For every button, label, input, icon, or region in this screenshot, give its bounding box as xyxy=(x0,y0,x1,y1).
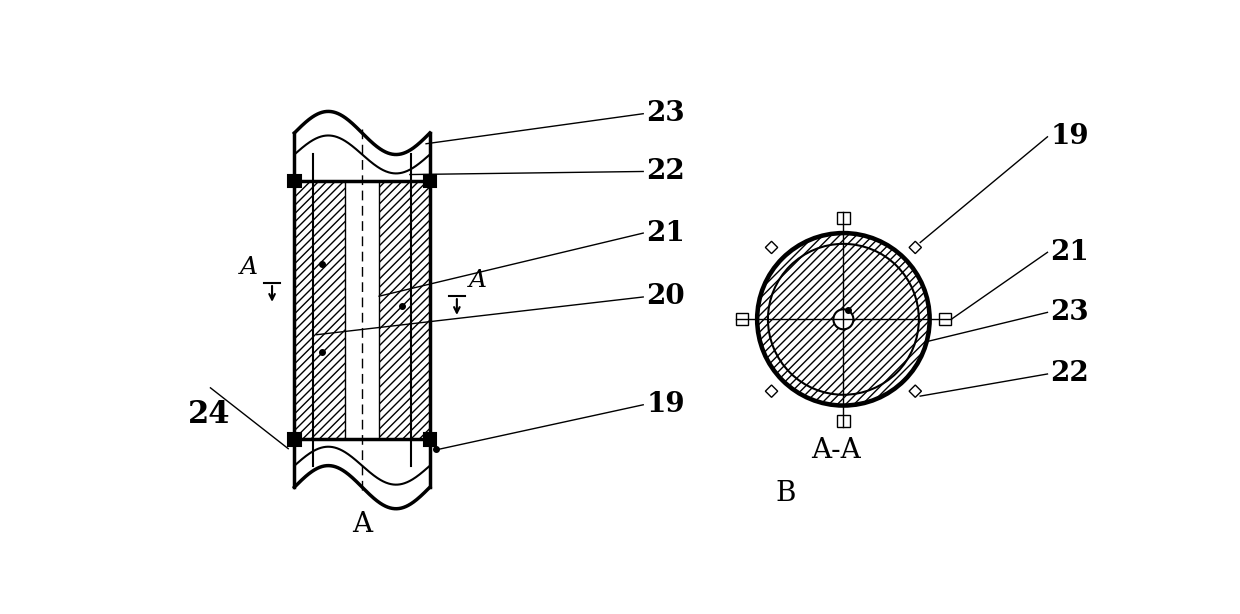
Text: A-A: A-A xyxy=(811,438,861,464)
Bar xyxy=(288,174,300,187)
Polygon shape xyxy=(765,241,777,254)
Text: B: B xyxy=(775,480,796,507)
Polygon shape xyxy=(909,385,921,397)
Text: 21: 21 xyxy=(646,220,684,247)
Bar xyxy=(294,181,312,440)
Text: 22: 22 xyxy=(1050,360,1089,387)
Text: 22: 22 xyxy=(646,158,684,185)
Bar xyxy=(379,181,412,440)
Circle shape xyxy=(768,244,919,395)
Bar xyxy=(288,433,300,446)
Text: 19: 19 xyxy=(1050,123,1089,150)
Bar xyxy=(837,211,849,224)
Circle shape xyxy=(758,233,930,406)
Text: 24: 24 xyxy=(187,398,231,430)
Text: A: A xyxy=(352,511,372,538)
Bar xyxy=(345,181,379,440)
Circle shape xyxy=(833,309,853,329)
Text: 23: 23 xyxy=(1050,299,1089,326)
Bar xyxy=(837,415,849,427)
Text: 21: 21 xyxy=(1050,239,1089,266)
Bar xyxy=(312,181,345,440)
Bar xyxy=(312,181,345,440)
Polygon shape xyxy=(909,241,921,254)
Bar xyxy=(294,181,312,440)
Bar xyxy=(379,181,412,440)
Bar xyxy=(412,181,430,440)
Bar xyxy=(939,313,951,325)
Text: 20: 20 xyxy=(646,284,684,311)
Text: A: A xyxy=(469,270,487,292)
Bar xyxy=(424,174,436,187)
Bar xyxy=(412,181,430,440)
Text: 23: 23 xyxy=(646,100,684,127)
Text: 19: 19 xyxy=(646,391,684,418)
Text: A: A xyxy=(241,256,258,279)
Polygon shape xyxy=(765,385,777,397)
Bar xyxy=(735,313,748,325)
Bar xyxy=(424,433,436,446)
